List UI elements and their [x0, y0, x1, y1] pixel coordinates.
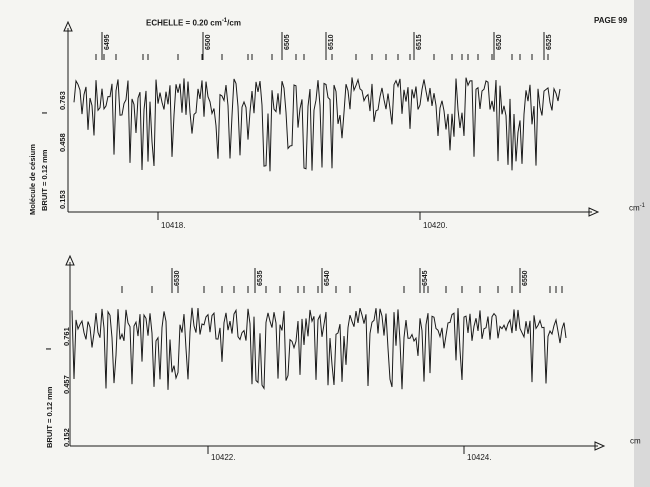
line-number-1-6: 6525 — [546, 34, 553, 50]
line-number-2-0: 6530 — [174, 270, 181, 286]
y-axis-letter-1: I — [40, 111, 49, 114]
xtick-label-1-1: 10420. — [423, 221, 447, 230]
molecule-label: Molécule de césium — [28, 144, 37, 215]
spectrum-plot: 10418. 10420. 6495 6500 6505 6510 6515 6520 6525… — [63, 20, 606, 462]
x-axis-arrow-1 — [588, 207, 600, 217]
xtick-label-2-0: 10422. — [211, 453, 235, 462]
noise-label-2: BRUIT = 0.12 mm — [45, 386, 54, 448]
spectrum-trace-1 — [73, 77, 561, 172]
xtick-label-2-1: 10424. — [467, 453, 491, 462]
line-number-2-2: 6540 — [324, 270, 331, 286]
line-number-1-2: 6505 — [284, 34, 291, 50]
x-unit-2: cm — [630, 436, 641, 446]
ytick-1-2: 0.763 — [58, 91, 67, 110]
line-number-1-4: 6515 — [416, 34, 423, 50]
ytick-2-0: 0.152 — [62, 428, 71, 447]
ytick-2-1: 0.457 — [62, 375, 71, 394]
xtick-label-1-0: 10418. — [161, 221, 185, 230]
page-number: PAGE 99 — [594, 16, 628, 25]
line-number-2-4: 6550 — [522, 270, 529, 286]
line-number-2-1: 6535 — [257, 270, 264, 286]
y-axis-arrow-1 — [63, 20, 73, 32]
y-axis-arrow-2 — [65, 254, 75, 266]
line-number-1-1: 6500 — [205, 34, 212, 50]
spectrum-trace-2 — [71, 307, 567, 390]
x-axis-arrow-2 — [594, 441, 606, 451]
scale-label: ECHELLE = 0.20 cm-1/cm — [146, 18, 241, 28]
y-axis-letter-2: I — [44, 347, 53, 350]
ytick-1-0: 0.153 — [58, 190, 67, 209]
noise-label-1: BRUIT = 0.12 mm — [40, 149, 49, 211]
line-number-1-5: 6520 — [496, 34, 503, 50]
line-number-1-3: 6510 — [328, 34, 335, 50]
ytick-2-2: 0.761 — [62, 327, 71, 346]
line-number-2-3: 6545 — [422, 270, 429, 286]
ytick-1-1: 0.458 — [58, 133, 67, 152]
line-number-1-0: 6495 — [104, 34, 111, 50]
x-unit-1: cm-1 — [629, 203, 646, 213]
